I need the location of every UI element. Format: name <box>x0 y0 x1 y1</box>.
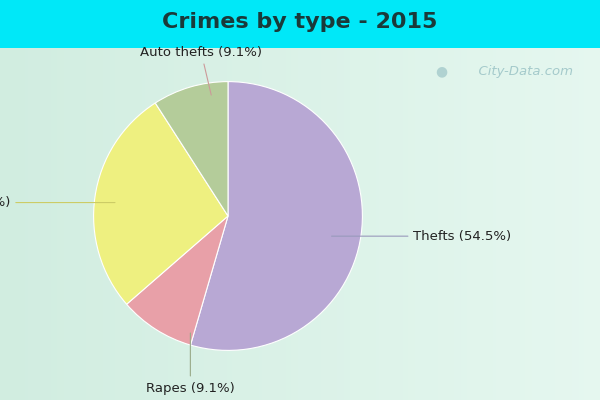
Text: Crimes by type - 2015: Crimes by type - 2015 <box>163 12 437 32</box>
Wedge shape <box>127 216 228 345</box>
Wedge shape <box>191 82 362 350</box>
Text: Thefts (54.5%): Thefts (54.5%) <box>332 230 512 243</box>
Text: Burglaries (27.3%): Burglaries (27.3%) <box>0 196 115 209</box>
Wedge shape <box>155 82 228 216</box>
Text: Auto thefts (9.1%): Auto thefts (9.1%) <box>140 46 262 95</box>
Text: ●: ● <box>435 64 447 78</box>
Text: Rapes (9.1%): Rapes (9.1%) <box>146 333 235 394</box>
Wedge shape <box>94 103 228 304</box>
Text: City-Data.com: City-Data.com <box>470 66 574 78</box>
